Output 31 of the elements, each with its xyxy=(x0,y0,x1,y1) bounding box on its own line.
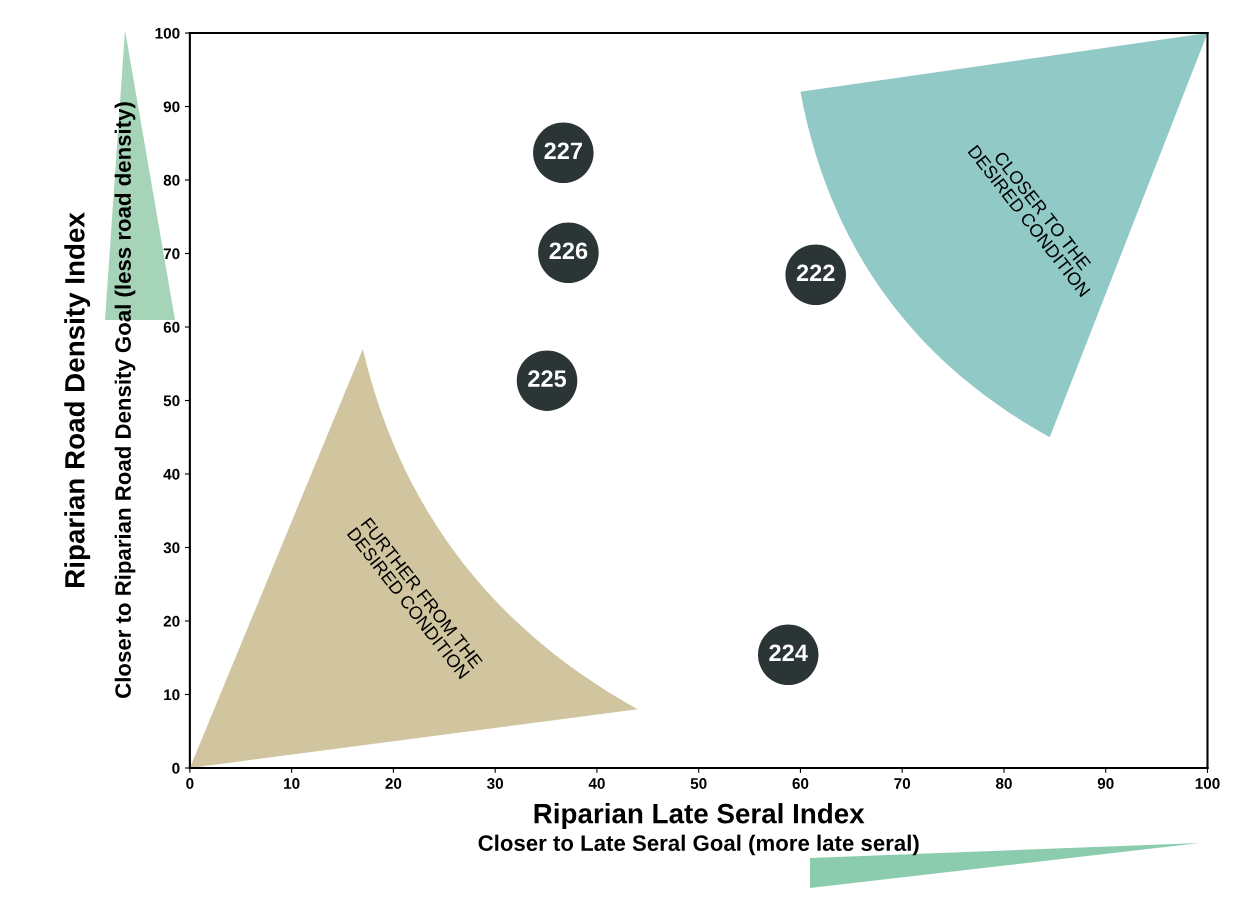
x-tick-label: 90 xyxy=(1097,778,1114,789)
x-tick-label: 30 xyxy=(487,778,504,789)
x-tick-label: 80 xyxy=(995,778,1012,789)
series-label: 222 xyxy=(796,264,835,281)
text: Closer to Late Seral Goal (more late seral) xyxy=(478,834,919,856)
y-tick-label: 20 xyxy=(163,615,180,627)
series-label: 226 xyxy=(549,242,588,260)
x-tick-label: 0 xyxy=(186,778,194,789)
series-label: 225 xyxy=(528,370,567,387)
y-tick-label: 10 xyxy=(164,689,180,701)
y-axis-title: Riparian Road Density Index xyxy=(64,212,91,587)
y-tick-label: 30 xyxy=(163,542,180,554)
x-tick-label: 60 xyxy=(792,778,809,789)
series-label: 224 xyxy=(769,644,808,661)
series-label: 227 xyxy=(544,142,582,159)
text: Closer to Riparian Road Density Goal (less road density) xyxy=(114,102,136,698)
y-tick-label: 70 xyxy=(163,248,180,260)
y-tick-label: 0 xyxy=(172,762,180,774)
y-tick-label: 100 xyxy=(155,27,180,39)
y-tick-label: 60 xyxy=(163,321,180,333)
y-tick-label: 80 xyxy=(163,174,180,186)
x-tick-label: 40 xyxy=(588,778,605,789)
y-tick-label: 90 xyxy=(163,101,180,113)
x-axis-title: Riparian Late Seral Index xyxy=(534,803,865,829)
x-tick-label: 50 xyxy=(690,778,707,789)
x-tick-label: 100 xyxy=(1195,778,1220,789)
x-tick-label: 10 xyxy=(284,778,300,789)
x-tick-label: 20 xyxy=(385,778,402,789)
y-tick-label: 40 xyxy=(163,468,180,480)
x-tick-label: 70 xyxy=(894,778,911,789)
y-tick-label: 50 xyxy=(163,395,180,407)
